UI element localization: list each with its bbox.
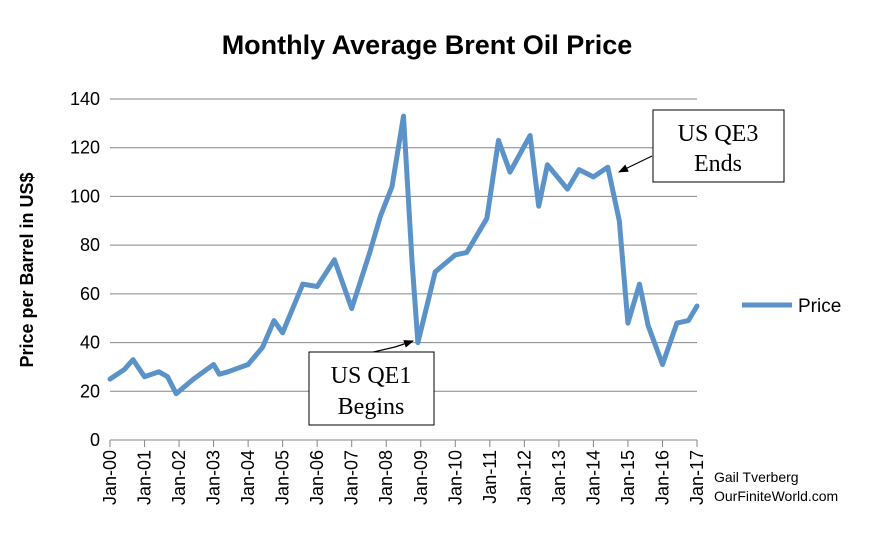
x-tick-label-1: Jan-01 bbox=[135, 450, 155, 505]
qe1-annotation-line1: US QE1 bbox=[331, 363, 412, 389]
series-layer bbox=[107, 113, 700, 397]
y-tick-label-60: 60 bbox=[80, 284, 100, 304]
chart-title: Monthly Average Brent Oil Price bbox=[222, 30, 633, 60]
x-axis: Jan-00 Jan-01 Jan-02 Jan-03 Jan-04 Jan-05 Jan-… bbox=[100, 440, 707, 505]
x-tick-label-12: Jan-12 bbox=[514, 450, 534, 505]
qe3-annotation-line1: US QE3 bbox=[678, 121, 759, 147]
qe3-arrow bbox=[618, 155, 653, 173]
y-tick-label-80: 80 bbox=[80, 235, 100, 255]
y-tick-label-100: 100 bbox=[70, 186, 100, 206]
x-tick-label-0: Jan-00 bbox=[100, 450, 120, 505]
qe3-annotation-line2: Ends bbox=[694, 151, 742, 177]
x-tick-label-14: Jan-14 bbox=[583, 450, 603, 505]
x-tick-label-8: Jan-08 bbox=[376, 450, 396, 505]
y-tick-label-0: 0 bbox=[90, 430, 100, 450]
x-tick-label-7: Jan-07 bbox=[342, 450, 362, 505]
qe1-arrow bbox=[394, 340, 414, 348]
x-tick-label-10: Jan-10 bbox=[445, 450, 465, 505]
y-axis-title: Price per Barrel in US$ bbox=[17, 172, 37, 367]
credit-author: Gail Tverberg bbox=[714, 469, 799, 485]
legend: Price bbox=[742, 296, 841, 317]
x-tick-label-17: Jan-17 bbox=[687, 450, 707, 505]
y-axis: 0 20 40 60 80 100 120 140 bbox=[70, 89, 100, 450]
x-tick-label-9: Jan-09 bbox=[411, 450, 431, 505]
y-tick-label-40: 40 bbox=[80, 333, 100, 353]
x-tick-label-3: Jan-03 bbox=[204, 450, 224, 505]
x-tick-label-15: Jan-15 bbox=[618, 450, 638, 505]
x-tick-label-4: Jan-04 bbox=[238, 450, 258, 505]
credit-site: OurFiniteWorld.com bbox=[714, 488, 838, 504]
y-tick-label-140: 140 bbox=[70, 89, 100, 109]
x-tick-label-2: Jan-02 bbox=[169, 450, 189, 505]
qe3-annotation-box bbox=[652, 109, 785, 183]
x-tick-label-16: Jan-16 bbox=[652, 450, 672, 505]
y-tick-label-120: 120 bbox=[70, 138, 100, 158]
y-tick-label-20: 20 bbox=[80, 381, 100, 401]
qe1-annotation-line2: Begins bbox=[338, 394, 405, 420]
qe1-annotation-box bbox=[308, 351, 435, 426]
x-tick-label-13: Jan-13 bbox=[549, 450, 569, 505]
series-line-price bbox=[107, 113, 700, 397]
x-tick-label-5: Jan-05 bbox=[273, 450, 293, 505]
x-tick-label-11: Jan-11 bbox=[480, 450, 500, 504]
x-tick-label-6: Jan-06 bbox=[307, 450, 327, 505]
legend-label-price: Price bbox=[798, 296, 841, 317]
